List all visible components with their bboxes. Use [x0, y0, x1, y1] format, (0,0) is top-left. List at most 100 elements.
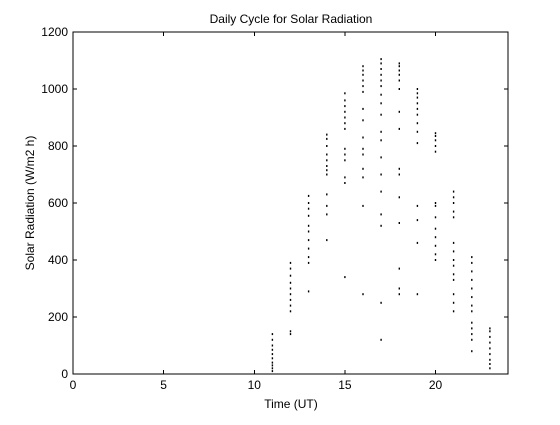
data-point [398, 127, 400, 130]
data-point [307, 290, 310, 293]
y-tick-label: 1200 [41, 25, 68, 39]
data-point [489, 358, 491, 361]
data-point [362, 65, 364, 68]
data-point [452, 293, 455, 296]
data-point [289, 281, 292, 284]
data-point [326, 204, 328, 207]
data-point [452, 241, 455, 244]
data-point [471, 333, 473, 336]
data-point [380, 130, 382, 133]
data-point [289, 261, 292, 264]
data-point [344, 116, 346, 119]
data-point [452, 202, 455, 204]
y-tick-label: 1000 [41, 82, 68, 96]
data-point [471, 304, 473, 307]
data-point [398, 267, 400, 270]
data-point [416, 219, 419, 222]
data-point [434, 132, 437, 135]
data-point [380, 93, 382, 96]
data-point [326, 133, 328, 136]
data-point [326, 173, 328, 176]
y-tick-label: 0 [61, 367, 68, 381]
data-point [489, 341, 491, 344]
data-point [452, 310, 455, 313]
data-point [398, 110, 400, 113]
axes-frame [72, 31, 509, 375]
data-point [344, 110, 346, 113]
data-point [452, 210, 455, 213]
data-point [398, 65, 400, 68]
data-point [307, 214, 310, 217]
data-point [416, 204, 419, 207]
x-axis-label: Time (UT) [264, 397, 318, 411]
data-point [307, 194, 310, 197]
data-point [380, 338, 382, 341]
data-point [434, 204, 437, 207]
data-point [471, 256, 473, 259]
data-point [434, 244, 437, 247]
data-point [344, 99, 346, 102]
data-point [362, 136, 364, 139]
data-point [398, 287, 400, 290]
data-point [271, 361, 274, 364]
data-point [471, 338, 473, 341]
data-point [380, 224, 382, 227]
data-point [380, 213, 382, 216]
y-tick-label: 800 [48, 139, 68, 153]
data-point [344, 182, 346, 184]
data-point [344, 147, 346, 150]
chart-title: Daily Cycle for Solar Radiation [210, 12, 373, 26]
data-point [452, 301, 455, 304]
data-point [362, 119, 364, 122]
data-point [489, 330, 491, 333]
data-point [271, 333, 274, 336]
data-point [380, 85, 382, 88]
data-point [289, 298, 292, 301]
data-point [326, 137, 328, 140]
data-point [380, 156, 382, 159]
data-point [452, 273, 455, 276]
data-point [434, 139, 437, 142]
data-point [326, 193, 328, 196]
data-point [434, 236, 437, 239]
data-point [380, 58, 382, 61]
data-point [362, 153, 364, 156]
data-point [380, 73, 382, 76]
data-point [434, 150, 437, 153]
data-point [289, 287, 292, 290]
data-point [344, 122, 346, 125]
data-point [398, 293, 400, 296]
x-axis: 0 5 10 15 20 [70, 32, 442, 392]
data-point [307, 207, 310, 210]
data-point [271, 367, 274, 370]
data-point [471, 296, 473, 299]
data-point [344, 153, 346, 156]
data-point [380, 68, 382, 70]
data-point [362, 69, 364, 72]
data-point [434, 216, 437, 219]
data-point [271, 353, 274, 356]
data-point [289, 310, 292, 313]
data-point [344, 159, 346, 162]
data-point [307, 202, 310, 204]
data-point [271, 357, 274, 360]
data-point [307, 230, 310, 233]
data-point [344, 92, 346, 95]
data-point [362, 85, 364, 88]
data-point [380, 173, 382, 176]
data-point [362, 90, 364, 93]
data-point [398, 196, 400, 199]
data-point [489, 367, 491, 370]
data-point [398, 69, 400, 72]
y-tick-label: 600 [48, 196, 68, 210]
data-point [326, 145, 328, 147]
data-point [362, 147, 364, 150]
data-point [416, 142, 419, 145]
x-tick-label: 10 [248, 378, 262, 392]
data-point [416, 92, 419, 95]
data-point [380, 190, 382, 193]
data-point [326, 165, 328, 167]
data-point [452, 216, 455, 219]
data-point [326, 169, 328, 172]
